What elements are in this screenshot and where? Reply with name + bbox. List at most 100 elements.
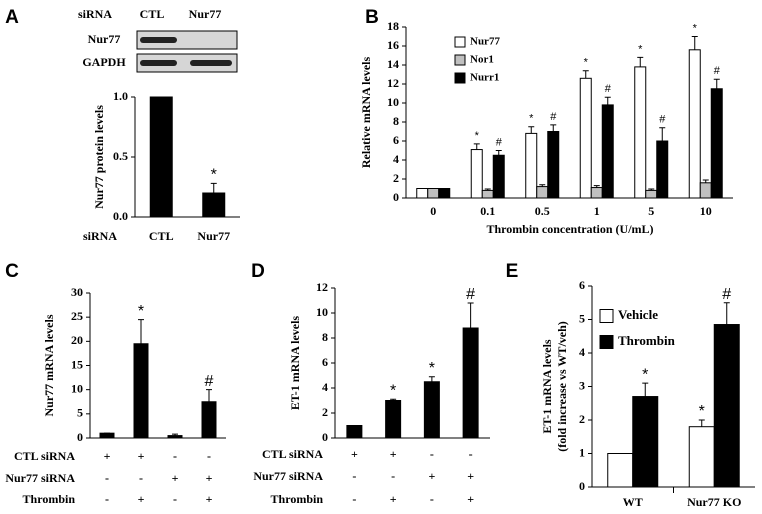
y-tick-label: 1.0 bbox=[113, 89, 128, 103]
condition-value: - bbox=[173, 449, 177, 463]
annotation: # bbox=[722, 286, 731, 303]
bar bbox=[167, 435, 183, 439]
bar bbox=[632, 396, 659, 488]
x-tick-label: 1 bbox=[594, 204, 600, 218]
blot-band bbox=[140, 60, 177, 66]
bar bbox=[645, 189, 658, 199]
annotation: * bbox=[211, 167, 217, 184]
error-bar bbox=[428, 376, 435, 382]
blot-strip bbox=[136, 53, 238, 73]
x-tick-label: 10 bbox=[700, 204, 712, 218]
error-bar bbox=[473, 143, 480, 150]
bar bbox=[481, 189, 494, 199]
condition-label: CTL siRNA bbox=[262, 447, 323, 461]
y-tick-label: 8 bbox=[393, 114, 399, 128]
y-tick-label: 10 bbox=[316, 305, 328, 319]
condition-value: - bbox=[139, 471, 143, 485]
condition-value: - bbox=[207, 449, 211, 463]
y-tick-label: 30 bbox=[71, 285, 83, 299]
error-bar bbox=[210, 182, 217, 193]
panel-letter: C bbox=[5, 261, 19, 282]
y-tick-label: 1 bbox=[579, 445, 585, 459]
condition-value: - bbox=[352, 492, 356, 506]
condition-value: + bbox=[138, 492, 145, 506]
error-bar bbox=[604, 96, 611, 105]
bar bbox=[656, 140, 669, 199]
y-tick-label: 18 bbox=[387, 19, 399, 33]
annotation: * bbox=[429, 360, 435, 377]
annotation: # bbox=[550, 111, 557, 123]
y-tick-label: 6 bbox=[322, 355, 328, 369]
bar bbox=[202, 192, 226, 218]
y-tick-label: 4 bbox=[322, 380, 328, 394]
annotation: * bbox=[699, 403, 705, 420]
y-tick-label: 2 bbox=[322, 405, 328, 419]
error-bar bbox=[539, 184, 546, 187]
bar bbox=[492, 154, 505, 199]
y-tick-label: 15 bbox=[71, 357, 83, 371]
annotation: * bbox=[390, 382, 396, 399]
annotation: * bbox=[584, 57, 589, 69]
y-tick-label: 14 bbox=[387, 57, 399, 71]
y-tick-label: 10 bbox=[387, 95, 399, 109]
error-bar bbox=[713, 78, 720, 89]
blot-lane: Nur77 bbox=[189, 7, 222, 21]
y-tick-label: 6 bbox=[393, 133, 399, 147]
y-tick-label: 5 bbox=[77, 406, 83, 420]
condition-value: + bbox=[428, 469, 435, 483]
annotation: * bbox=[138, 303, 144, 320]
bar bbox=[688, 426, 715, 488]
error-bar bbox=[659, 127, 666, 141]
bar bbox=[713, 324, 740, 488]
error-bar bbox=[637, 56, 644, 67]
annotation: * bbox=[693, 22, 698, 34]
condition-value: - bbox=[105, 471, 109, 485]
y-tick-label: 25 bbox=[71, 309, 83, 323]
error-bar bbox=[550, 124, 557, 132]
condition-value: + bbox=[351, 447, 358, 461]
panel-letter: A bbox=[5, 7, 19, 28]
bar bbox=[438, 188, 451, 199]
legend-swatch bbox=[599, 309, 614, 323]
x-tick-label: Nur77 KO bbox=[687, 495, 741, 509]
bar bbox=[346, 425, 363, 439]
error-bar bbox=[528, 126, 535, 134]
blot-row: Nur77 bbox=[88, 32, 121, 46]
condition-value: + bbox=[172, 471, 179, 485]
error-bar bbox=[467, 302, 474, 328]
condition-value: - bbox=[430, 492, 434, 506]
bar bbox=[590, 187, 603, 199]
bar bbox=[423, 381, 440, 439]
y-tick-label: 12 bbox=[387, 76, 399, 90]
error-bar bbox=[172, 433, 178, 436]
bar bbox=[579, 77, 592, 199]
bar bbox=[427, 188, 440, 199]
panel-letter: D bbox=[251, 261, 265, 282]
bar bbox=[201, 401, 217, 439]
blot-lane: CTL bbox=[140, 7, 165, 21]
y-tick-label: 20 bbox=[71, 333, 83, 347]
condition-value: + bbox=[104, 449, 111, 463]
bar bbox=[416, 188, 429, 199]
annotation: # bbox=[205, 373, 214, 390]
bar bbox=[601, 104, 614, 199]
x-tick-label: CTL bbox=[149, 229, 174, 243]
condition-value: - bbox=[352, 469, 356, 483]
bar bbox=[536, 186, 549, 199]
condition-value: - bbox=[391, 469, 395, 483]
x-axis-label: Thrombin concentration (U/mL) bbox=[486, 222, 653, 236]
condition-value: + bbox=[467, 469, 474, 483]
error-bar bbox=[390, 398, 397, 401]
y-tick-label: 8 bbox=[322, 330, 328, 344]
annotation: * bbox=[475, 130, 480, 142]
annotation: * bbox=[638, 43, 643, 55]
y-tick-label: 2 bbox=[579, 412, 585, 426]
legend-label: Thrombin bbox=[618, 333, 676, 348]
condition-value: - bbox=[105, 492, 109, 506]
y-tick-label: 16 bbox=[387, 38, 399, 52]
y-axis-label: ET-1 mRNA levels bbox=[288, 316, 302, 411]
legend-label: Nurr1 bbox=[470, 72, 499, 84]
condition-label: Nur77 siRNA bbox=[253, 469, 323, 483]
y-tick-label: 0 bbox=[322, 430, 328, 444]
